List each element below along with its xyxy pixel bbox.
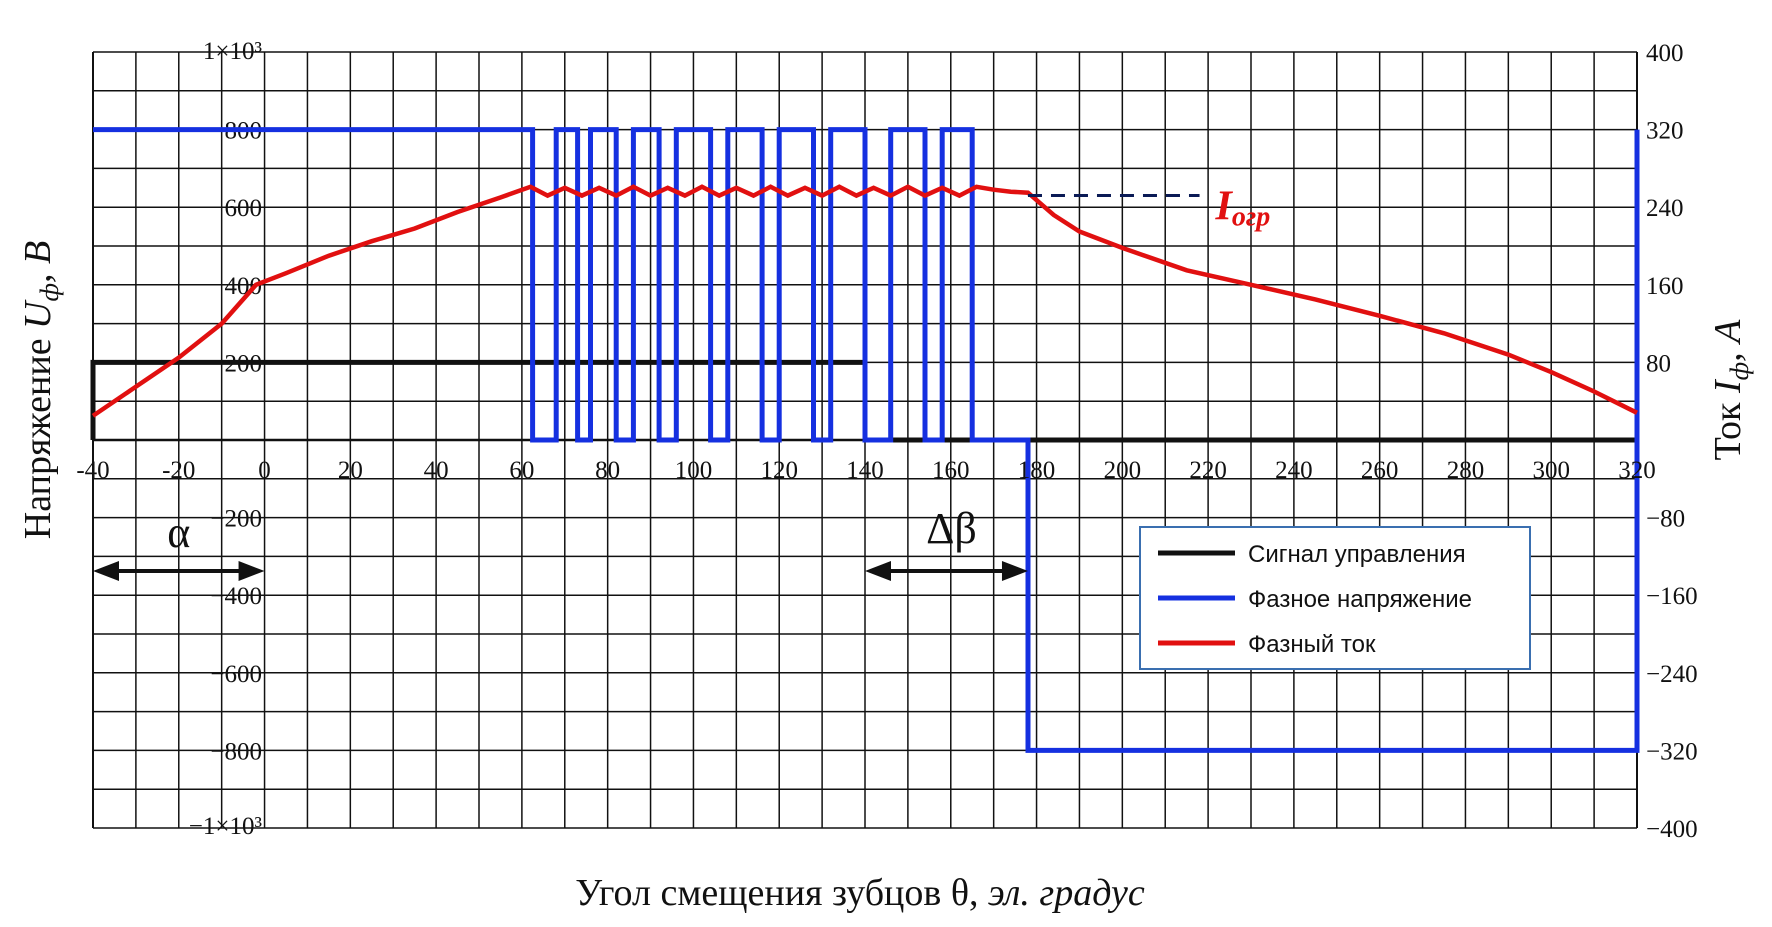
x-tick-label: 20 <box>338 457 363 484</box>
y-left-tick-label: −400 <box>210 583 262 610</box>
alpha-label: α <box>167 508 190 557</box>
x-tick-label: 140 <box>846 457 884 484</box>
delta-beta-arrow <box>865 561 1028 581</box>
legend-label-voltage: Фазное напряжение <box>1248 586 1472 613</box>
y-right-tick-label: −240 <box>1646 661 1698 688</box>
y-right-tick-label: 160 <box>1646 273 1684 300</box>
y-right-tick-label: −400 <box>1646 816 1698 843</box>
annotations: α Δβ Iогр <box>93 184 1270 581</box>
current-limit-label: Iогр <box>1215 184 1271 233</box>
y-right-axis-title: Ток Iф, А <box>1707 319 1754 460</box>
x-tick-label: 220 <box>1189 457 1227 484</box>
y-left-tick-label: −800 <box>210 738 262 765</box>
x-axis-title: Угол смещения зубцов θ, эл. градус <box>575 872 1145 914</box>
y-right-tick-label: 320 <box>1646 118 1684 145</box>
y-left-tick-label: −1×10³ <box>189 813 263 840</box>
y-right-ticks: 400 320 240 160 80 −80 −160 −240 −320 −400 <box>1646 40 1698 843</box>
delta-beta-label: Δβ <box>926 504 977 553</box>
alpha-arrow <box>93 561 265 581</box>
x-tick-label: 180 <box>1018 457 1056 484</box>
x-tick-label: 60 <box>509 457 534 484</box>
x-tick-label: 0 <box>258 457 271 484</box>
x-tick-label: -40 <box>76 457 109 484</box>
x-tick-label: -20 <box>162 457 195 484</box>
y-right-tick-label: 80 <box>1646 350 1671 377</box>
x-tick-label: 280 <box>1447 457 1485 484</box>
x-tick-label: 120 <box>760 457 798 484</box>
legend: Сигнал управления Фазное напряжение Фазн… <box>1139 526 1531 670</box>
series-line-phase-current <box>91 184 1639 418</box>
x-tick-label: 260 <box>1361 457 1399 484</box>
y-left-axis-title: Напряжение Uф, В <box>17 241 64 539</box>
y-left-tick-label: 600 <box>225 195 263 222</box>
x-tick-label: 100 <box>675 457 713 484</box>
x-tick-label: 80 <box>595 457 620 484</box>
x-ticks: -40 -20 0 20 40 60 80 100 120 140 160 180 200 220 240 2… <box>76 457 1655 484</box>
y-right-tick-label: 240 <box>1646 195 1684 222</box>
legend-label-current: Фазный ток <box>1248 631 1376 658</box>
x-tick-label: 320 <box>1618 457 1656 484</box>
y-right-tick-label: −160 <box>1646 583 1698 610</box>
x-tick-label: 40 <box>424 457 449 484</box>
y-left-tick-label: −600 <box>210 661 262 688</box>
x-tick-label: 240 <box>1275 457 1313 484</box>
x-tick-label: 300 <box>1532 457 1570 484</box>
series-line-phase-voltage <box>93 127 1640 753</box>
x-tick-label: 200 <box>1104 457 1142 484</box>
x-tick-label: 160 <box>932 457 970 484</box>
y-right-tick-label: −80 <box>1646 506 1685 533</box>
series-layer <box>90 127 1640 753</box>
y-left-tick-label: −200 <box>210 506 262 533</box>
y-left-tick-label: 1×10³ <box>203 38 263 65</box>
y-right-tick-label: −320 <box>1646 738 1698 765</box>
legend-label-control: Сигнал управления <box>1248 541 1466 568</box>
y-right-tick-label: 400 <box>1646 40 1684 67</box>
